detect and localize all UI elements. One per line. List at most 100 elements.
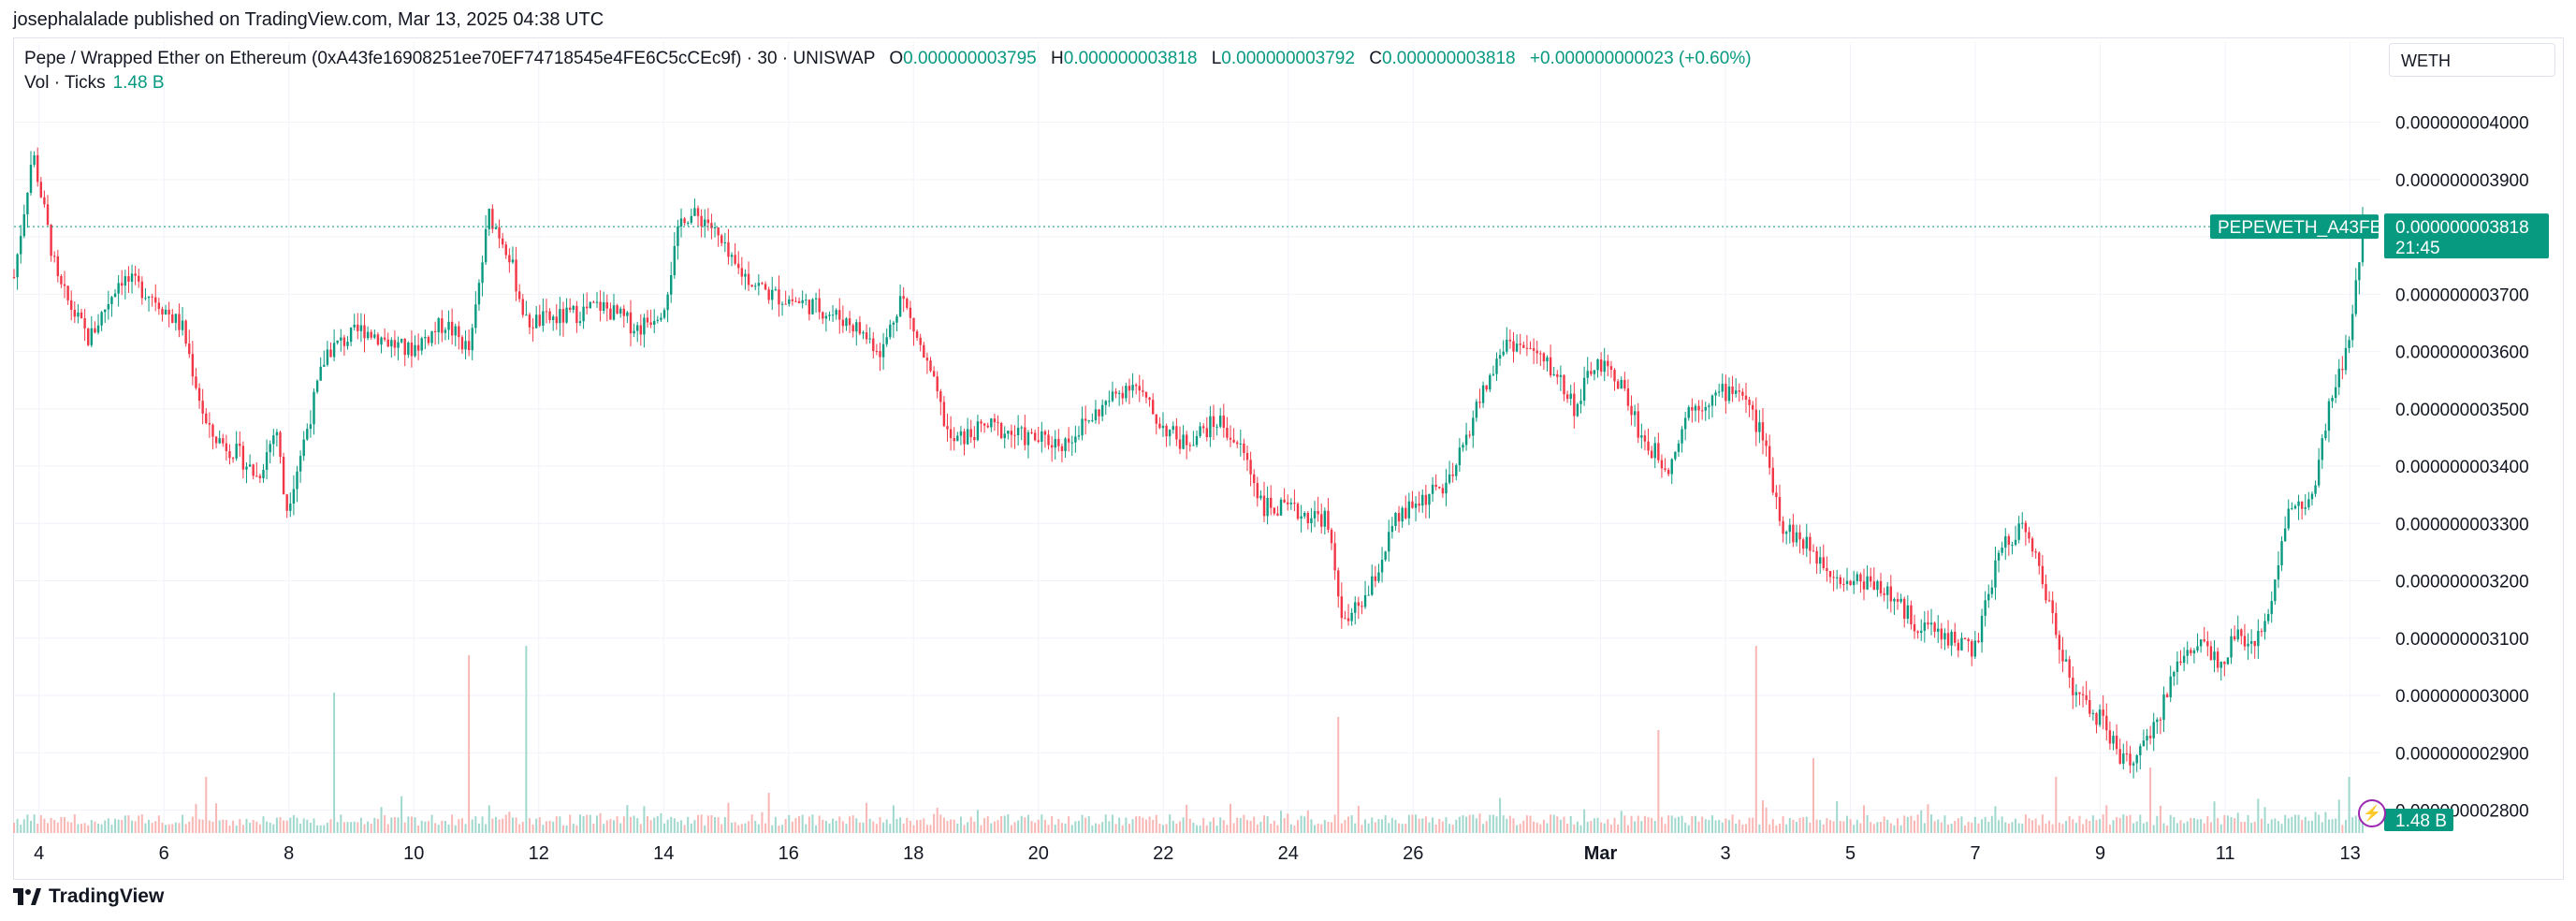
candle-body	[626, 312, 629, 316]
candle-body	[2216, 651, 2219, 668]
volume-bar	[1017, 820, 1020, 833]
candle-body	[1468, 434, 1471, 436]
candle-body	[662, 310, 666, 318]
candle-body	[1542, 353, 1546, 362]
volume-bar	[2055, 777, 2058, 833]
x-tick-label: Mar	[1584, 843, 1618, 864]
candle-body	[909, 307, 912, 318]
candle-body	[2051, 600, 2054, 614]
volume-bar	[744, 823, 747, 833]
volume-bar	[1074, 821, 1077, 833]
candle-body	[222, 438, 225, 444]
volume-bar	[296, 817, 298, 833]
candle-body	[737, 263, 740, 269]
volume-bar	[289, 817, 292, 833]
candle-body	[1344, 618, 1346, 620]
volume-bar	[1714, 820, 1717, 833]
x-tick-label: 26	[1403, 843, 1423, 864]
volume-bar	[2095, 820, 2098, 833]
volume-bar	[184, 824, 187, 833]
candle-body	[1775, 492, 1778, 498]
candle-body	[94, 328, 96, 333]
volume-bar	[555, 816, 558, 833]
candle-body	[1084, 418, 1087, 421]
volume-bar	[2223, 814, 2226, 833]
lightning-icon[interactable]: ⚡	[2358, 799, 2386, 827]
volume-bar	[2270, 819, 2273, 833]
candle-body	[1744, 395, 1748, 400]
candle-body	[687, 222, 690, 224]
volume-bar	[1973, 816, 1976, 833]
candle-body	[881, 344, 885, 358]
volume-bar	[1135, 816, 1138, 833]
volume-bar	[2058, 822, 2060, 833]
volume-bar	[2166, 825, 2169, 833]
volume-bar	[754, 820, 757, 833]
volume-bar	[2341, 825, 2344, 833]
candle-body	[1630, 405, 1633, 416]
candle-body	[2297, 501, 2300, 506]
volume-bar	[1576, 821, 1579, 833]
volume-bar	[1710, 815, 1713, 833]
candle-body	[730, 255, 734, 257]
volume-bar	[1828, 820, 1831, 833]
volume-bar	[704, 825, 706, 833]
candle-body	[1563, 374, 1565, 395]
volume-bar	[1361, 825, 1363, 833]
candle-body	[1374, 576, 1377, 581]
volume-bar	[1674, 817, 1677, 833]
symbol-description[interactable]: Pepe / Wrapped Ether on Ethereum (0xA43f…	[24, 49, 876, 68]
volume-bar	[1701, 816, 1704, 833]
candle-body	[1131, 385, 1134, 391]
candle-body	[2270, 601, 2273, 615]
volume-bar	[252, 820, 255, 833]
candle-body	[2327, 401, 2331, 431]
volume-bar	[468, 655, 471, 833]
volume-bar	[346, 822, 349, 833]
volume-bar	[1853, 825, 1856, 833]
candle-body	[1727, 386, 1731, 402]
volume-label[interactable]: Vol · Ticks	[24, 73, 106, 93]
candle-body	[1081, 418, 1084, 436]
volume-bar	[491, 818, 494, 833]
candle-body	[1845, 580, 1849, 584]
volume-bar	[1458, 816, 1461, 833]
candle-body	[677, 226, 679, 246]
candle-body	[1529, 347, 1532, 349]
candle-body	[1117, 392, 1121, 394]
candle-body	[359, 325, 363, 331]
last-price-tag	[2384, 213, 2549, 259]
volume-bar	[53, 820, 56, 833]
volume-bar	[2226, 815, 2229, 833]
volume-bar	[1407, 814, 1410, 833]
candle-body	[885, 337, 888, 344]
volume-bar	[1475, 818, 1477, 833]
candle-body	[764, 284, 767, 290]
candle-body	[474, 304, 477, 329]
volume-bar	[841, 821, 844, 833]
candle-body	[912, 317, 915, 332]
volume-bar	[757, 824, 760, 833]
volume-bar	[511, 817, 514, 833]
candle-body	[201, 401, 204, 414]
volume-bar	[1148, 816, 1151, 833]
candle-body	[2152, 722, 2155, 738]
volume-bar	[1007, 814, 1010, 833]
candle-body	[370, 331, 372, 338]
candle-body	[1812, 550, 1815, 552]
volume-bar	[1590, 821, 1593, 833]
candle-body	[1977, 640, 1980, 643]
candle-body	[1849, 580, 1852, 586]
candle-body	[488, 209, 490, 229]
volume-bar	[1390, 817, 1393, 833]
candle-body	[1721, 384, 1724, 392]
volume-bar	[1236, 817, 1239, 833]
volume-bar	[909, 820, 911, 833]
candle-body	[2314, 485, 2317, 494]
candle-body	[1289, 503, 1293, 504]
compare-symbol-box[interactable]: WETH	[2389, 43, 2555, 77]
candle-body	[458, 326, 460, 338]
volume-bar	[1775, 825, 1778, 833]
candle-body	[2260, 631, 2263, 633]
